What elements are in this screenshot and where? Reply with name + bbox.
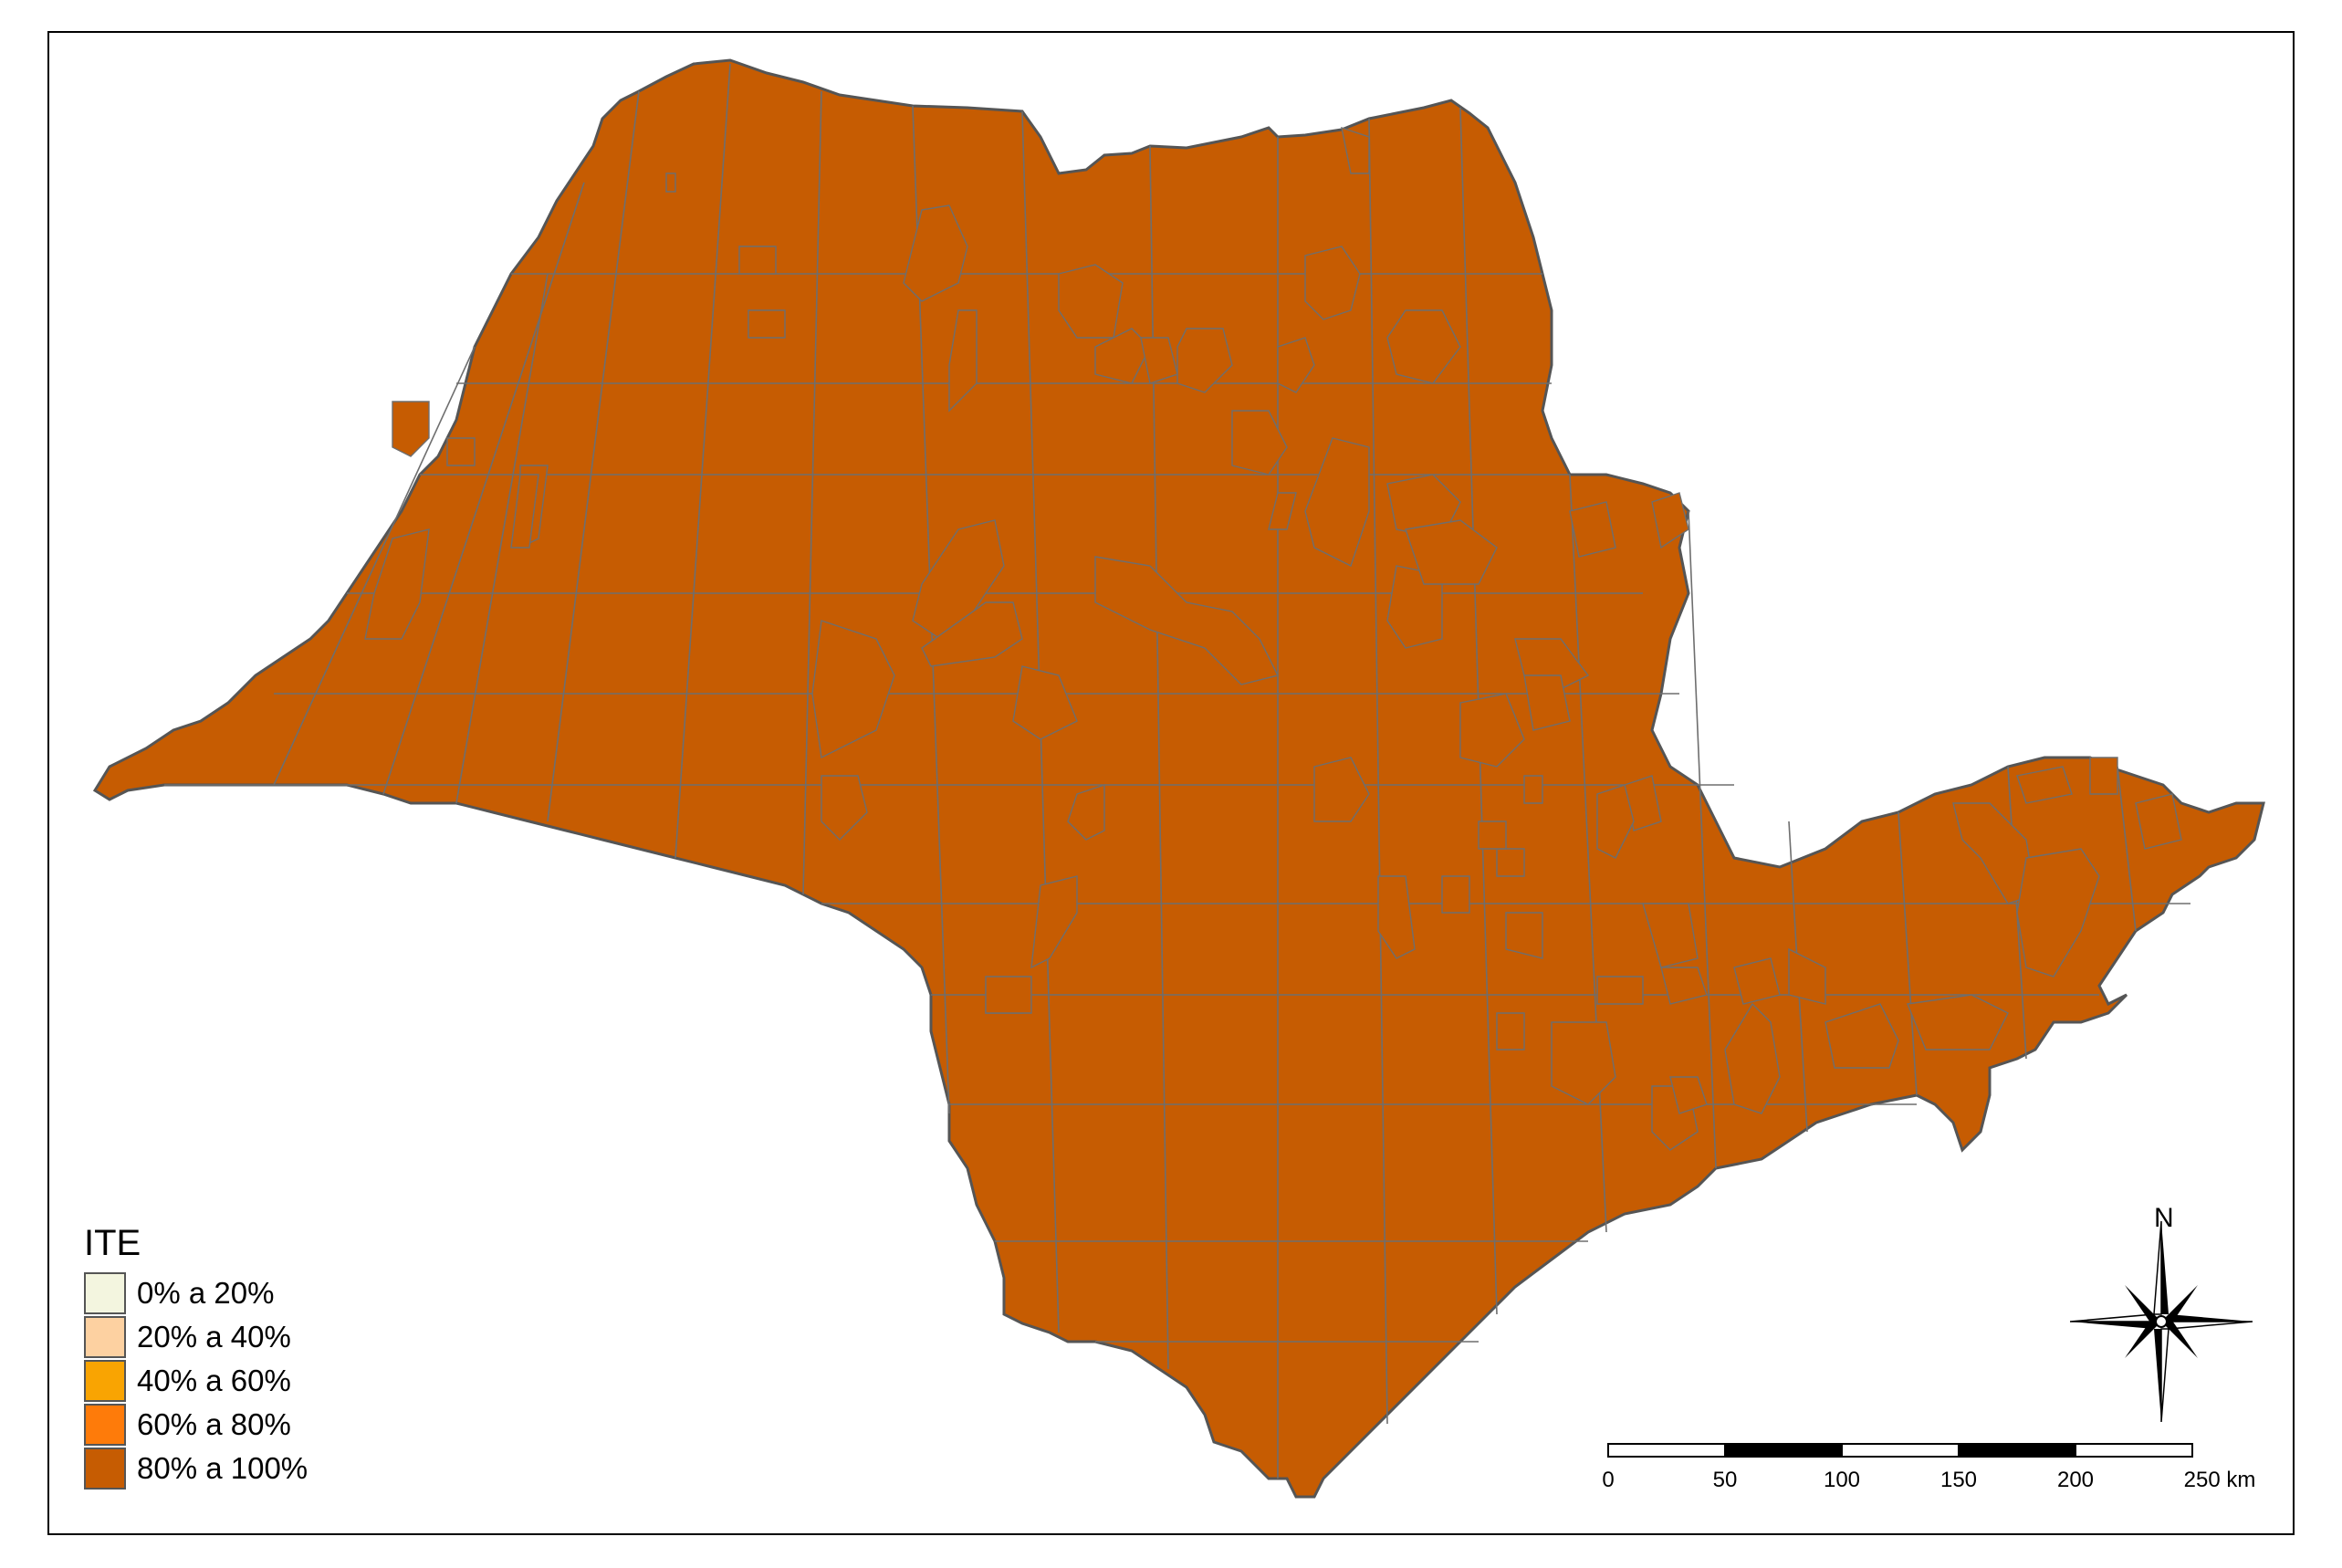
municipality [1788, 947, 1826, 1005]
municipality [364, 528, 430, 640]
municipality [1405, 519, 1498, 585]
municipality [2135, 793, 2182, 850]
scale-tick: 50 [1712, 1468, 1738, 1492]
municipality [1596, 976, 1644, 1005]
scale-tick: 200 [2056, 1468, 2095, 1492]
legend-swatch [84, 1448, 126, 1490]
municipality [1478, 821, 1507, 850]
municipality [1386, 309, 1461, 384]
state-outline [92, 58, 2265, 1499]
municipality [748, 309, 786, 339]
scale-tick: 250 km [2183, 1468, 2256, 1492]
municipality [1669, 1076, 1708, 1114]
municipality [1377, 875, 1416, 959]
legend-item: 80% a 100% [84, 1447, 308, 1490]
municipality [903, 204, 968, 302]
municipality [1660, 967, 1708, 1005]
municipality [1441, 875, 1470, 914]
north-arrow-icon [2070, 1220, 2253, 1422]
legend-label: 80% a 100% [137, 1451, 308, 1485]
legend: ITE 0% a 20% 20% a 40% 40% a 60% 60% a 8… [84, 1223, 308, 1490]
municipality [665, 172, 676, 193]
legend-item: 0% a 20% [84, 1271, 308, 1315]
municipality [1523, 775, 1543, 804]
legend-item: 40% a 60% [84, 1359, 308, 1403]
scale-tick: 0 [1602, 1468, 1615, 1492]
municipalities-0-20 [446, 126, 2182, 1069]
municipalities-40-60 [392, 328, 2100, 1114]
municipality [2016, 766, 2073, 804]
municipality [1313, 757, 1370, 822]
municipality [1505, 912, 1543, 959]
north-label: N [2154, 1203, 2174, 1233]
municipality [446, 437, 476, 466]
municipality [1094, 556, 1280, 685]
legend-label: 0% a 20% [137, 1276, 275, 1310]
municipality [921, 601, 1023, 667]
municipality [1523, 674, 1571, 731]
municipality [1907, 994, 2009, 1051]
municipality [2089, 757, 2118, 795]
legend-label: 60% a 80% [137, 1407, 291, 1441]
scale-bar-graphic [1607, 1443, 2193, 1458]
municipality [1551, 1021, 1616, 1105]
legend-label: 20% a 40% [137, 1320, 291, 1354]
municipality [1651, 492, 1689, 549]
municipality [392, 401, 430, 457]
municipality [1030, 875, 1078, 969]
legend-title: ITE [84, 1223, 141, 1263]
legend-item: 20% a 40% [84, 1315, 308, 1359]
scale-tick: 100 [1823, 1468, 1861, 1492]
municipality [1341, 126, 1370, 174]
municipality [1733, 957, 1781, 1005]
municipality [1058, 264, 1124, 339]
municipality [1496, 1012, 1525, 1051]
municipality [1304, 437, 1370, 567]
legend-swatch [84, 1360, 126, 1402]
municipality [510, 474, 539, 549]
municipality [1642, 903, 1699, 968]
legend-swatch [84, 1272, 126, 1314]
municipality [1824, 1003, 1899, 1069]
municipality [1304, 246, 1361, 320]
municipality [821, 775, 868, 841]
legend-swatch [84, 1316, 126, 1358]
municipality [1459, 693, 1525, 768]
municipality [2016, 848, 2100, 977]
legend-label: 40% a 60% [137, 1364, 291, 1397]
municipality [1386, 474, 1461, 539]
legend-item: 60% a 80% [84, 1403, 308, 1447]
scale-tick: 150 [1939, 1468, 1978, 1492]
municipality [985, 976, 1032, 1014]
municipal-boundaries [164, 63, 2190, 1479]
municipality [1268, 492, 1297, 530]
municipality [1596, 784, 1635, 859]
municipality [1231, 410, 1288, 476]
municipality [1277, 337, 1315, 393]
municipality [1496, 848, 1525, 877]
municipality [1569, 501, 1616, 558]
municipalities-60-80 [510, 172, 2118, 1114]
municipality [1094, 328, 1151, 384]
legend-swatch [84, 1404, 126, 1446]
municipality [1724, 1002, 1781, 1114]
municipality [1176, 328, 1233, 393]
municipality [1067, 784, 1105, 841]
municipality [811, 620, 895, 759]
municipality [948, 309, 978, 413]
municipality [738, 246, 777, 275]
municipality [1012, 665, 1078, 740]
